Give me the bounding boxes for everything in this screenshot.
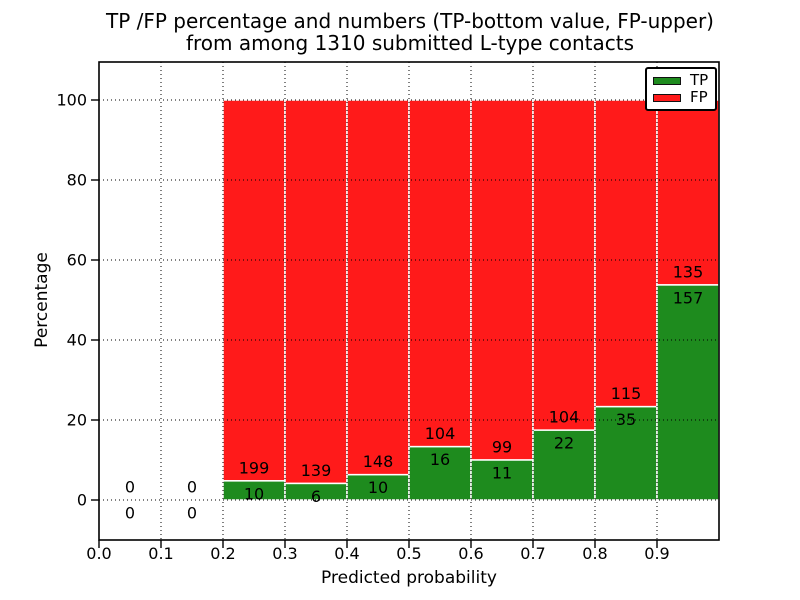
x-tick-label: 0.8 <box>582 544 607 563</box>
fp-bar-segment <box>656 99 720 286</box>
tp-bar-segment <box>656 284 720 501</box>
x-tick-label: 0.6 <box>458 544 483 563</box>
bars-layer <box>222 99 720 501</box>
x-tick-label: 0.2 <box>210 544 235 563</box>
tp-count-label: 157 <box>673 288 704 307</box>
fp-count-label: 148 <box>363 452 394 471</box>
tp-count-label: 35 <box>616 410 636 429</box>
y-axis-label: Percentage <box>32 252 52 348</box>
fp-count-label: 0 <box>125 478 135 497</box>
tp-bar-segment <box>408 445 472 501</box>
fp-count-label: 104 <box>425 424 456 443</box>
fp-bar-segment <box>346 99 410 476</box>
fp-count-label: 135 <box>673 262 704 281</box>
x-tick-label: 0.3 <box>272 544 297 563</box>
y-tick-label: 80 <box>67 171 87 190</box>
x-tick-label: 0.9 <box>644 544 669 563</box>
fp-count-label: 99 <box>492 438 512 457</box>
fp-bar-segment <box>470 99 534 461</box>
legend-label-fp: FP <box>690 88 708 106</box>
gridlines-layer <box>99 62 719 540</box>
chart-title-line2: from among 1310 submitted L-type contact… <box>185 31 635 55</box>
tp-bar-segment <box>532 429 596 501</box>
tp-count-label: 6 <box>311 487 321 506</box>
y-tick-label: 20 <box>67 411 87 430</box>
tp-count-label: 11 <box>492 464 512 483</box>
tp-swatch-icon <box>653 76 681 85</box>
x-tick-label: 0.7 <box>520 544 545 563</box>
x-tick-label: 0.0 <box>86 544 111 563</box>
tp-count-label: 10 <box>368 478 388 497</box>
x-tick-label: 0.5 <box>396 544 421 563</box>
chart-title-line1: TP /FP percentage and numbers (TP-bottom… <box>106 9 714 33</box>
fp-count-label: 104 <box>549 408 580 427</box>
x-axis-label: Predicted probability <box>321 568 497 588</box>
tp-count-label: 0 <box>125 504 135 523</box>
y-tick-label: 100 <box>56 91 87 110</box>
fp-bar-segment <box>594 99 658 408</box>
tp-bar-segment <box>470 459 534 501</box>
legend-row-fp: FP <box>653 90 709 105</box>
legend: TP FP <box>645 67 717 111</box>
tp-count-label: 10 <box>244 484 264 503</box>
axes-layer <box>91 61 720 548</box>
fp-bar-segment <box>284 99 348 485</box>
fp-bar-segment <box>408 99 472 448</box>
x-tick-label: 0.4 <box>334 544 359 563</box>
fp-bar-segment <box>222 99 286 482</box>
chart-title: TP /FP percentage and numbers (TP-bottom… <box>106 10 714 54</box>
fp-count-label: 115 <box>611 384 642 403</box>
tp-count-label: 16 <box>430 450 450 469</box>
fp-count-label: 199 <box>239 458 270 477</box>
y-tick-label: 40 <box>67 331 87 350</box>
y-tick-label: 0 <box>77 491 87 510</box>
y-tick-label: 60 <box>67 251 87 270</box>
legend-row-tp: TP <box>653 73 709 88</box>
tp-count-label: 0 <box>187 504 197 523</box>
legend-label-tp: TP <box>690 71 709 89</box>
fp-bar-segment <box>532 99 596 431</box>
fp-count-label: 139 <box>301 461 332 480</box>
tp-bar-segment <box>594 405 658 501</box>
x-tick-label: 0.1 <box>148 544 173 563</box>
tp-bar-segment <box>346 473 410 501</box>
tp-count-label: 22 <box>554 434 574 453</box>
bar-value-labels-layer: 0 0 0 0 199 10 139 6 148 10 104 16 99 11 104 22 115 35 135… <box>125 262 703 522</box>
fp-count-label: 0 <box>187 478 197 497</box>
fp-swatch-icon <box>653 93 681 102</box>
